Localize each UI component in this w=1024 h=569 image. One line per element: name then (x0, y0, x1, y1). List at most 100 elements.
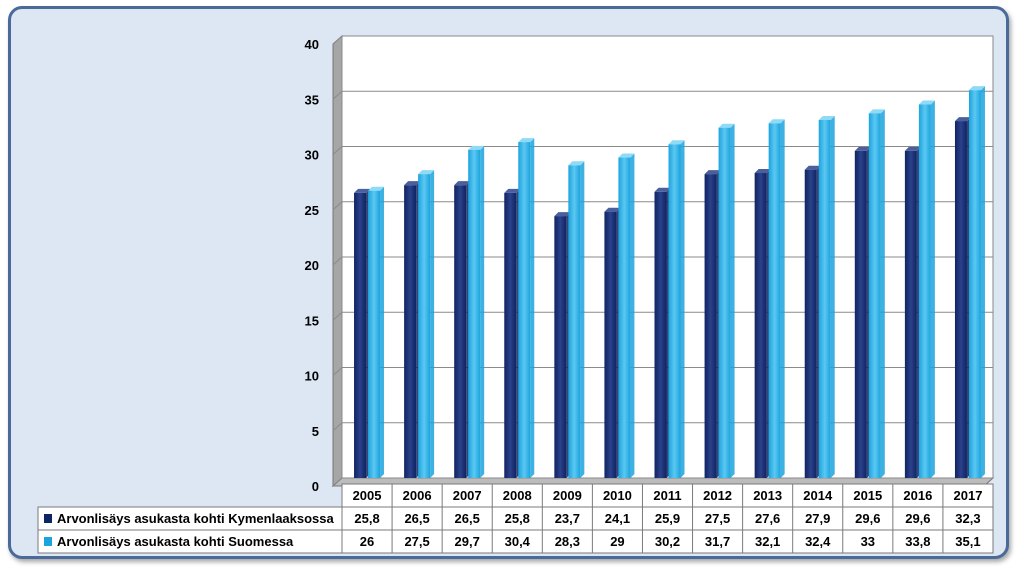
y-tick-label: 0 (312, 479, 319, 494)
bar-side (630, 153, 635, 479)
x-tick-label: 2011 (653, 488, 681, 503)
data-label: 27,9 (805, 511, 830, 526)
bar (918, 104, 931, 478)
bar-side (730, 123, 735, 478)
data-label: 26 (360, 534, 374, 549)
bar-top (718, 123, 735, 128)
y-tick-label: 10 (305, 369, 319, 384)
bar-top (568, 161, 585, 166)
bar-side (880, 109, 885, 478)
gridline-depth (332, 90, 343, 100)
gridline-depth (332, 367, 343, 376)
bar (754, 173, 767, 478)
bar (518, 142, 531, 478)
y-tick-label: 25 (305, 203, 319, 218)
gridline-depth (332, 201, 343, 211)
x-tick-label: 2007 (453, 488, 482, 503)
legend-swatch (44, 514, 52, 523)
bar (368, 190, 381, 478)
y-tick-label: 40 (305, 37, 319, 52)
legend-entry: Arvonlisäys asukasta kohti Kymenlaaksoss… (57, 511, 335, 526)
data-label: 32,3 (955, 511, 980, 526)
bar-top (918, 100, 935, 105)
data-label: 25,8 (354, 511, 379, 526)
bar (504, 192, 517, 478)
data-label: 28,3 (555, 534, 580, 549)
y-tick-label: 35 (305, 92, 319, 107)
gridline-depth (332, 35, 343, 45)
bar (568, 165, 581, 478)
gridline-depth (332, 256, 343, 266)
bar-top (968, 86, 985, 91)
bar (418, 174, 431, 478)
bar (854, 150, 867, 479)
bar (804, 169, 817, 478)
bar (618, 157, 631, 479)
bar-top (404, 181, 421, 186)
bar-side (930, 100, 935, 478)
legend-entry: Arvonlisäys asukasta kohti Suomessa (57, 534, 294, 549)
bar-top (518, 138, 535, 143)
bar (404, 185, 417, 479)
data-label: 26,5 (455, 511, 480, 526)
data-label: 29,6 (905, 511, 930, 526)
bar (354, 192, 367, 478)
x-tick-label: 2009 (553, 488, 582, 503)
bar-top (904, 146, 921, 151)
data-label: 29 (610, 534, 624, 549)
data-label: 31,7 (705, 534, 730, 549)
data-label: 29,6 (855, 511, 880, 526)
x-tick-label: 2010 (603, 488, 632, 503)
x-tick-label: 2012 (703, 488, 732, 503)
bar-side (480, 145, 485, 478)
x-tick-label: 2016 (903, 488, 932, 503)
bar-top (818, 115, 835, 120)
x-tick-label: 2013 (753, 488, 782, 503)
bar-top (668, 140, 685, 145)
bar-top (804, 165, 821, 170)
bar (868, 113, 881, 478)
bar-side (380, 186, 385, 478)
bar-side (830, 115, 835, 478)
data-label: 33,8 (905, 534, 930, 549)
data-label: 25,8 (505, 511, 530, 526)
data-label: 27,5 (404, 534, 429, 549)
bar-top (868, 109, 885, 114)
y-tick-label: 20 (305, 258, 319, 273)
bar-top (654, 187, 671, 192)
bar (968, 90, 981, 479)
x-tick-label: 2005 (353, 488, 382, 503)
data-label: 32,4 (805, 534, 831, 549)
bar (718, 127, 731, 478)
bar-top (554, 212, 571, 217)
legend-swatch (44, 537, 52, 546)
bar (654, 191, 667, 478)
data-label: 23,7 (555, 511, 580, 526)
bar (554, 216, 567, 479)
x-tick-label: 2014 (803, 488, 833, 503)
bar-top (354, 188, 371, 193)
gridline-depth (332, 311, 343, 321)
gridline-depth (332, 477, 343, 487)
bar (454, 185, 467, 479)
bar-top (418, 170, 435, 175)
bar-top (454, 181, 471, 186)
bar-top (618, 153, 635, 158)
bar-top (854, 146, 871, 151)
data-label: 30,4 (505, 534, 531, 549)
x-tick-label: 2015 (853, 488, 882, 503)
data-label: 24,1 (605, 511, 630, 526)
bar (768, 123, 781, 479)
data-label: 27,6 (755, 511, 780, 526)
bar (704, 174, 717, 478)
x-tick-label: 2006 (403, 488, 432, 503)
bar (468, 149, 481, 478)
bar (668, 144, 681, 479)
bar-side (430, 170, 435, 478)
bar-top (754, 169, 771, 174)
x-tick-label: 2008 (503, 488, 532, 503)
bar (604, 211, 617, 478)
bar-top (704, 170, 721, 175)
bar-side (780, 119, 785, 479)
